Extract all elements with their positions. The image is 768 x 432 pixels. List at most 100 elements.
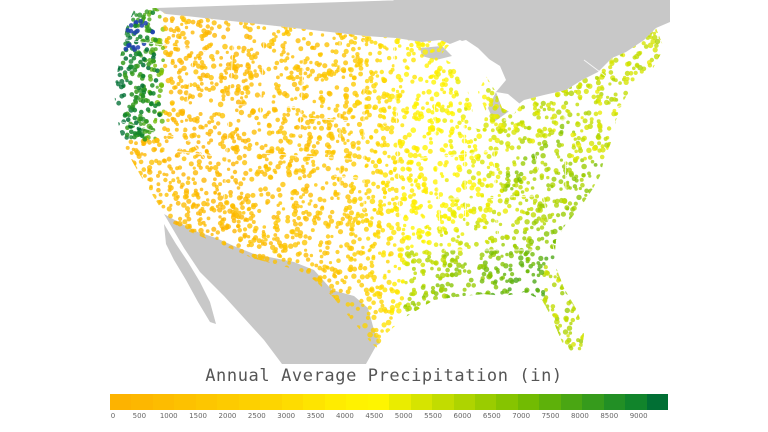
station-dot: [168, 348, 173, 354]
station-dot: [629, 244, 633, 249]
station-dot: [120, 241, 126, 247]
station-dot: [595, 195, 600, 199]
station-dot: [296, 215, 301, 221]
station-dot: [135, 180, 139, 184]
station-dot: [443, 287, 448, 292]
station-dot: [147, 219, 153, 225]
station-dot: [123, 12, 128, 17]
station-dot: [414, 116, 419, 120]
station-dot: [606, 95, 610, 99]
station-dot: [373, 128, 379, 134]
station-dot: [198, 324, 204, 330]
station-dot: [512, 236, 516, 241]
station-dot: [436, 226, 442, 232]
station-dot: [309, 199, 313, 203]
station-dot: [196, 159, 202, 165]
station-dot: [327, 214, 333, 219]
station-dot: [585, 83, 591, 88]
station-dot: [131, 313, 137, 319]
station-dot: [186, 53, 192, 58]
station-dot: [510, 121, 514, 125]
station-dot: [628, 287, 634, 293]
station-dot: [404, 326, 408, 331]
station-dot: [143, 153, 147, 157]
station-dot: [371, 300, 376, 306]
station-dot: [633, 318, 639, 325]
station-dot: [119, 329, 124, 334]
station-dot: [143, 242, 147, 247]
station-dot: [633, 193, 640, 200]
station-dot: [411, 104, 418, 110]
station-dot: [400, 166, 406, 172]
station-dot: [589, 273, 594, 278]
station-dot: [557, 155, 561, 159]
station-dot: [250, 350, 254, 354]
station-dot: [121, 231, 127, 237]
station-dot: [120, 191, 125, 196]
station-dot: [114, 225, 116, 230]
station-dot: [110, 328, 114, 332]
station-dot: [640, 196, 646, 202]
station-dot: [319, 259, 324, 264]
station-dot: [624, 150, 629, 154]
station-dot: [162, 172, 166, 176]
station-dot: [663, 191, 664, 196]
station-dot: [128, 162, 135, 168]
station-dot: [467, 126, 472, 131]
station-dot: [606, 276, 612, 282]
station-dot: [356, 140, 361, 146]
station-dot: [518, 137, 522, 141]
station-dot: [640, 94, 646, 100]
station-dot: [362, 323, 368, 329]
station-dot: [625, 332, 631, 338]
station-dot: [135, 220, 140, 224]
station-dot: [666, 94, 669, 97]
station-dot: [508, 267, 513, 272]
station-dot: [564, 205, 570, 211]
station-dot: [180, 22, 184, 26]
station-dot: [120, 242, 125, 247]
station-dot: [545, 270, 550, 276]
station-dot: [587, 239, 593, 246]
station-dot: [365, 315, 371, 320]
station-dot: [164, 261, 171, 268]
station-dot: [303, 188, 309, 194]
station-dot: [378, 199, 383, 205]
station-dot: [470, 304, 476, 310]
station-dot: [356, 154, 362, 160]
station-dot: [118, 201, 122, 205]
station-dot: [617, 231, 624, 237]
station-dot: [317, 135, 322, 140]
station-dot: [352, 40, 357, 45]
station-dot: [627, 239, 633, 245]
station-dot: [552, 240, 556, 244]
station-dot: [199, 81, 204, 86]
station-dot: [546, 166, 551, 171]
station-dot: [440, 220, 445, 225]
station-dot: [343, 208, 348, 213]
station-dot: [578, 82, 583, 88]
station-dot: [184, 316, 190, 322]
station-dot: [147, 309, 153, 315]
station-dot: [375, 229, 381, 235]
station-dot: [157, 327, 164, 334]
station-dot: [401, 192, 407, 198]
station-dot: [116, 122, 120, 126]
station-dot: [610, 326, 615, 330]
station-dot: [170, 60, 175, 65]
station-dot: [379, 69, 384, 75]
station-dot: [373, 232, 379, 238]
station-dot: [598, 302, 603, 307]
station-dot: [455, 293, 460, 298]
station-dot: [416, 43, 422, 49]
station-dot: [593, 100, 598, 105]
station-dot: [115, 272, 119, 276]
station-dot: [443, 230, 449, 235]
station-dot: [632, 145, 637, 150]
station-dot: [492, 250, 497, 255]
station-dot: [617, 274, 621, 279]
station-dot: [207, 325, 213, 330]
station-dot: [305, 257, 311, 262]
station-dot: [201, 220, 206, 225]
station-dot: [580, 319, 584, 323]
